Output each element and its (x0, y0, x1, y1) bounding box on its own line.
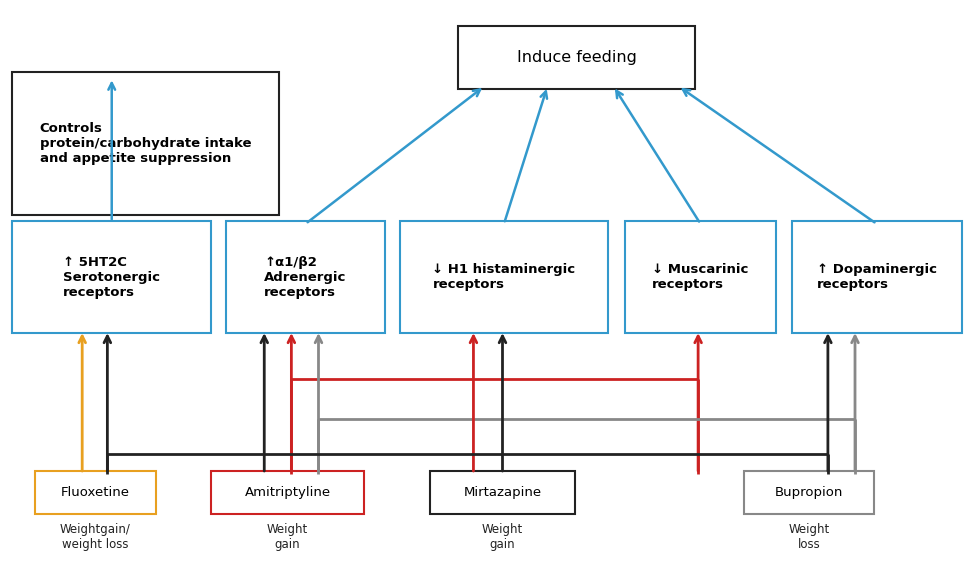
FancyBboxPatch shape (226, 221, 386, 333)
Text: ↑ Dopaminergic
receptors: ↑ Dopaminergic receptors (817, 263, 937, 291)
Text: Amitriptyline: Amitriptyline (244, 486, 330, 499)
FancyBboxPatch shape (35, 471, 156, 514)
Text: ↓ H1 histaminergic
receptors: ↓ H1 histaminergic receptors (432, 263, 576, 291)
FancyBboxPatch shape (743, 471, 875, 514)
Text: Weightgain/
weight loss: Weightgain/ weight loss (59, 523, 131, 550)
Text: ↓ Muscarinic
receptors: ↓ Muscarinic receptors (653, 263, 749, 291)
FancyBboxPatch shape (211, 471, 364, 514)
FancyBboxPatch shape (792, 221, 961, 333)
Text: Weight
gain: Weight gain (482, 523, 523, 550)
Text: ↑α1/β2
Adrenergic
receptors: ↑α1/β2 Adrenergic receptors (264, 256, 347, 299)
Text: Weight
loss: Weight loss (789, 523, 830, 550)
Text: Induce feeding: Induce feeding (516, 50, 637, 65)
FancyBboxPatch shape (458, 26, 695, 89)
FancyBboxPatch shape (625, 221, 775, 333)
Text: Mirtazapine: Mirtazapine (464, 486, 542, 499)
Text: Fluoxetine: Fluoxetine (60, 486, 130, 499)
FancyBboxPatch shape (400, 221, 608, 333)
Text: Bupropion: Bupropion (775, 486, 843, 499)
Text: Controls
protein/carbohydrate intake
and appetite suppression: Controls protein/carbohydrate intake and… (40, 122, 251, 165)
FancyBboxPatch shape (13, 221, 211, 333)
FancyBboxPatch shape (13, 72, 279, 215)
Text: Weight
gain: Weight gain (267, 523, 308, 550)
Text: ↑ 5HT2C
Serotonergic
receptors: ↑ 5HT2C Serotonergic receptors (63, 256, 161, 299)
FancyBboxPatch shape (430, 471, 575, 514)
